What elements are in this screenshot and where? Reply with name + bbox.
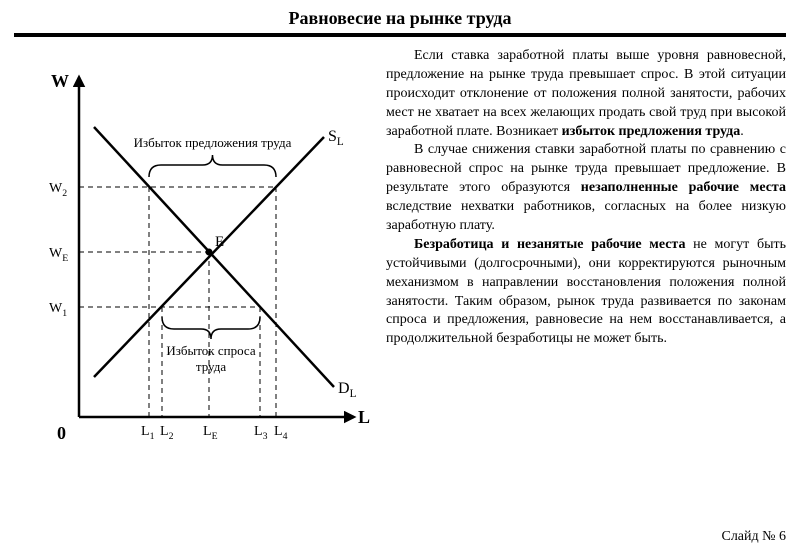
svg-text:0: 0 <box>57 423 66 443</box>
svg-text:труда: труда <box>196 359 226 374</box>
svg-text:W: W <box>51 71 69 91</box>
paragraph-3: Безработица и незанятые рабочие места не… <box>386 236 786 349</box>
p2-text-c: вследствие нехватки работников, согласны… <box>386 199 786 233</box>
svg-text:L4: L4 <box>274 424 288 442</box>
paragraph-1: Если ставка заработной платы выше уровня… <box>386 47 786 141</box>
svg-text:WE: WE <box>49 246 68 264</box>
supply-demand-chart: W L 0 DL SL E W2 WE W1 L1 L2 LE L3 L4 Избыток предложе… <box>14 47 374 467</box>
svg-text:L: L <box>358 407 370 427</box>
svg-text:W1: W1 <box>49 301 67 319</box>
paragraph-2: В случае снижения ставки заработной плат… <box>386 141 786 235</box>
page-title: Равновесие на рынке труда <box>14 8 786 29</box>
p1-text-c: . <box>740 124 744 139</box>
p3-text-b: не могут быть устойчивыми (долгосрочными… <box>386 237 786 346</box>
svg-text:Избыток предложения труда: Избыток предложения труда <box>134 135 292 150</box>
svg-text:Избыток спроса: Избыток спроса <box>166 343 255 358</box>
text-column: Если ставка заработной платы выше уровня… <box>386 47 786 467</box>
title-underline <box>14 33 786 37</box>
slide-number: Слайд № 6 <box>721 529 786 545</box>
p1-bold: избыток предложения труда <box>562 124 741 139</box>
svg-text:LE: LE <box>203 424 218 442</box>
diagram-column: W L 0 DL SL E W2 WE W1 L1 L2 LE L3 L4 Избыток предложе… <box>14 47 374 467</box>
p3-bold: Безработица и незанятые рабочие места <box>414 237 685 252</box>
svg-text:L2: L2 <box>160 424 174 442</box>
svg-text:DL: DL <box>338 380 357 400</box>
svg-text:E: E <box>215 234 224 250</box>
p2-bold: незаполненные рабочие места <box>581 180 786 195</box>
svg-text:W2: W2 <box>49 181 67 199</box>
svg-text:L1: L1 <box>141 424 155 442</box>
content-row: W L 0 DL SL E W2 WE W1 L1 L2 LE L3 L4 Избыток предложе… <box>14 47 786 467</box>
svg-text:SL: SL <box>328 128 344 148</box>
svg-text:L3: L3 <box>254 424 268 442</box>
